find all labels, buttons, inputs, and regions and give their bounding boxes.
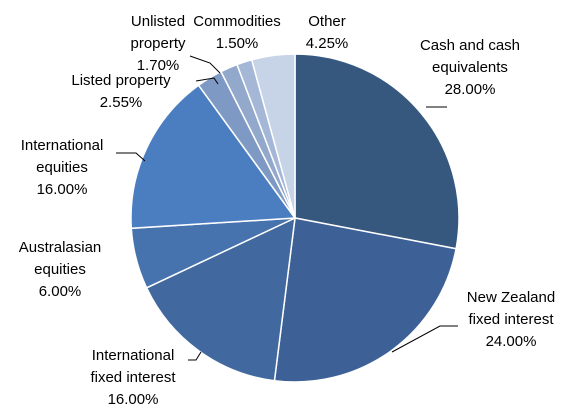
pie-slices [130, 53, 460, 383]
pie-slice-international-equities [130, 84, 297, 230]
pie-slice-international-fixed-interest [145, 216, 296, 382]
data-label-new-zealand-fixed-interest: New Zealand fixed interest 24.00% [467, 289, 555, 350]
data-label-name-line: property [130, 35, 186, 52]
data-label-name-line: Listed property [71, 72, 171, 89]
data-label-international-equities: International equities 16.00% [21, 137, 104, 198]
pie-slice-cash-and-cash-equivalents [294, 53, 460, 250]
data-label-name-line: International [92, 347, 175, 364]
data-label-name-line: equivalents [432, 59, 508, 76]
data-label-other: Other 4.25% [306, 13, 349, 52]
data-label-name-line: Unlisted [131, 13, 185, 30]
data-label-international-fixed-interest: International fixed interest 16.00% [90, 347, 176, 408]
data-label-name-line: Australasian [19, 239, 102, 256]
data-label-percent: 1.70% [137, 57, 180, 74]
leader-line-listed-property [195, 77, 219, 85]
data-label-name-line: equities [36, 159, 88, 176]
pie-slice-new-zealand-fixed-interest [273, 217, 457, 383]
data-label-percent: 1.50% [216, 35, 259, 52]
data-label-australasian-equities: Australasian equities 6.00% [19, 239, 102, 300]
data-label-unlisted-property: Unlisted property 1.70% [130, 13, 186, 74]
data-label-percent: 16.00% [37, 181, 88, 198]
data-label-commodities: Commodities 1.50% [193, 13, 281, 52]
data-label-name-line: fixed interest [90, 369, 176, 386]
leader-line-unlisted-property [189, 55, 221, 74]
leader-line-international-equities [116, 152, 146, 162]
data-label-percent: 2.55% [100, 94, 143, 111]
data-label-name-line: International [21, 137, 104, 154]
leader-line-international-fixed-interest [188, 351, 202, 361]
data-label-name-line: Cash and cash [420, 37, 520, 54]
pie-slice-other [250, 53, 296, 219]
data-label-listed-property: Listed property 2.55% [71, 72, 171, 111]
data-label-percent: 4.25% [306, 35, 349, 52]
data-label-name-line: fixed interest [468, 311, 554, 328]
data-label-cash-and-cash-equivalents: Cash and cash equivalents 28.00% [420, 37, 520, 98]
leader-lines [116, 55, 458, 361]
data-label-percent: 24.00% [486, 333, 537, 350]
data-label-percent: 28.00% [445, 81, 496, 98]
data-label-name-line: Other [308, 13, 346, 30]
data-label-percent: 6.00% [39, 283, 82, 300]
data-label-name-line: New Zealand [467, 289, 555, 306]
data-labels: Cash and cash equivalents 28.00% New Zealan… [19, 13, 555, 408]
data-label-name-line: equities [34, 261, 86, 278]
data-label-percent: 16.00% [108, 391, 159, 408]
leader-line-new-zealand-fixed-interest [391, 325, 458, 353]
data-label-name-line: Commodities [193, 13, 281, 30]
